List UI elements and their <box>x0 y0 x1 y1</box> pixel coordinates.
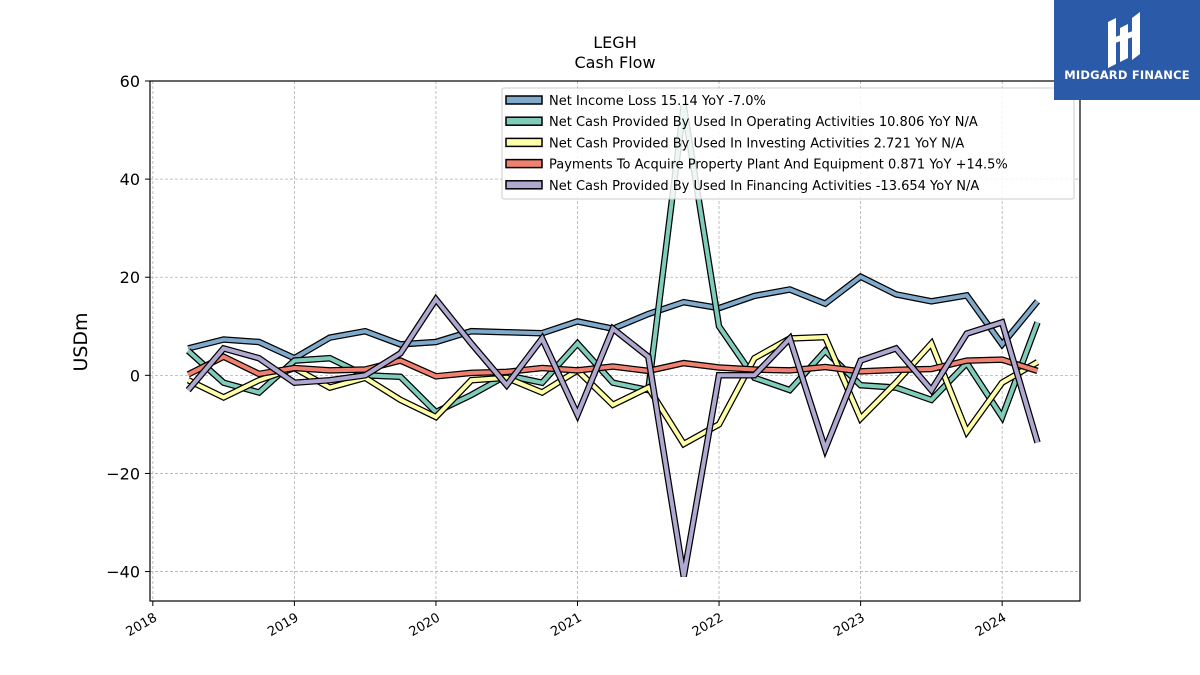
y-axis-label: USDm <box>70 312 92 371</box>
legend-swatch <box>505 116 543 126</box>
chart-subtitle: Cash Flow <box>574 53 655 72</box>
y-tick-label: 60 <box>120 72 140 91</box>
series-line-2 <box>186 104 1041 425</box>
legend-swatch <box>505 137 543 148</box>
x-tick-label: 2023 <box>831 610 867 640</box>
series-stroke <box>186 105 1040 422</box>
series-line-5 <box>185 293 1041 578</box>
legend-entry-label: Net Cash Provided By Used In Investing A… <box>549 136 964 151</box>
x-tick-label: 2022 <box>690 610 726 640</box>
chart-title: LEGH <box>593 33 636 52</box>
x-tick-label: 2019 <box>265 610 301 640</box>
x-tick-label: 2018 <box>124 610 160 640</box>
series-stroke <box>187 335 1039 447</box>
logo-text: MIDGARD FINANCE <box>1064 68 1190 82</box>
series-stroke <box>187 274 1040 361</box>
y-tick-label: 0 <box>130 366 140 385</box>
legend-entry-label: Net Cash Provided By Used In Financing A… <box>549 179 979 194</box>
legend-swatch <box>505 158 543 169</box>
series-line-1 <box>187 272 1041 362</box>
series-stroke <box>186 295 1040 577</box>
y-tick-label: 20 <box>120 268 140 287</box>
legend-entry-label: Net Income Loss 15.14 YoY -7.0% <box>549 94 766 109</box>
legend-entry-label: Payments To Acquire Property Plant And E… <box>549 158 1008 173</box>
y-tick-label: −20 <box>106 464 140 483</box>
legend-swatch <box>505 180 543 190</box>
x-tick-label: 2024 <box>973 610 1009 640</box>
midgard-logo-icon <box>1108 12 1140 68</box>
series-stroke <box>187 354 1039 379</box>
legend-box <box>501 87 1075 200</box>
plot-area-frame <box>149 80 1081 602</box>
y-tick-label: 40 <box>120 170 140 189</box>
midgard-finance-logo: MIDGARD FINANCE <box>1054 0 1200 100</box>
series-line-4 <box>186 353 1039 380</box>
y-tick-label: −40 <box>106 563 140 582</box>
legend-swatch <box>505 95 543 105</box>
legend: Net Income Loss 15.14 YoY -7.0% Net Cash … <box>501 87 1075 200</box>
series-line-3 <box>186 333 1040 449</box>
series-outline <box>185 293 1041 578</box>
x-tick-label: 2021 <box>548 610 584 640</box>
legend-entry-label: Net Cash Provided By Used In Operating A… <box>549 115 978 130</box>
x-tick-label: 2020 <box>407 610 443 640</box>
